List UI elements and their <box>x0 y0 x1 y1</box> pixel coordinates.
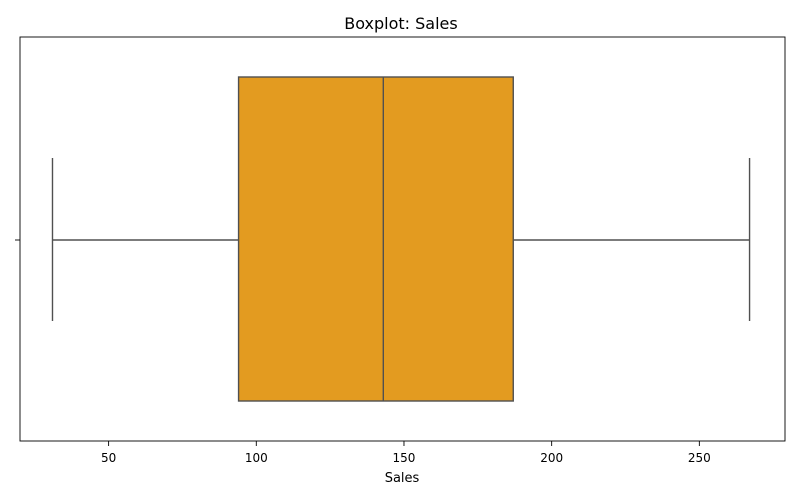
x-tick-label-200: 200 <box>540 451 563 465</box>
chart-marks <box>51 76 751 402</box>
x-tick-label-50: 50 <box>101 451 116 465</box>
x-tick-label-100: 100 <box>245 451 268 465</box>
x-tick-label-250: 250 <box>688 451 711 465</box>
x-axis: 50 100 150 200 250 <box>101 441 711 465</box>
chart-title: Boxplot: Sales <box>344 14 457 33</box>
x-axis-label: Sales <box>385 471 420 486</box>
iqr-box <box>237 76 514 402</box>
plot-frame <box>19 36 786 442</box>
x-tick-label-150: 150 <box>393 451 416 465</box>
